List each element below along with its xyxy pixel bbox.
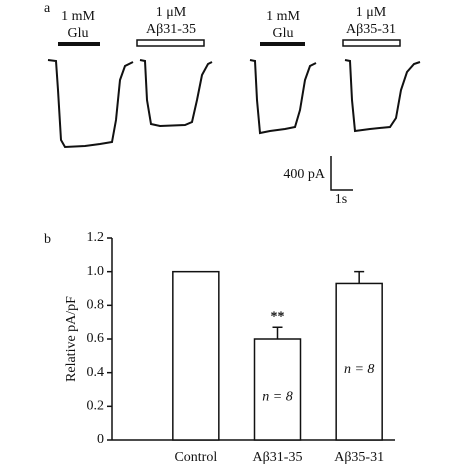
drug: Glu (273, 26, 294, 41)
y-tick-label: 0 (97, 432, 104, 447)
scale-time: 1s (335, 192, 347, 207)
n-label: n = 8 (344, 362, 374, 377)
bar (335, 282, 383, 441)
significance: ** (271, 309, 285, 324)
concentration: 1 μM (156, 5, 187, 20)
error-bar (354, 270, 365, 284)
current-trace (249, 59, 317, 135)
y-tick-label: 0.6 (87, 331, 105, 346)
application-bar (136, 39, 205, 47)
application-bar (342, 39, 401, 47)
concentration: 1 mM (61, 9, 95, 24)
current-trace (139, 59, 213, 128)
n-label: n = 8 (262, 390, 292, 405)
drug: Aβ31-35 (146, 22, 196, 37)
bar (172, 270, 220, 441)
y-tick-label: 0.2 (87, 399, 105, 414)
y-tick-label: 0.4 (87, 365, 105, 380)
drug: Glu (68, 26, 89, 41)
concentration: 1 μM (356, 5, 387, 20)
current-trace (344, 59, 421, 133)
panel-a: a 1 mM Glu 1 μM Aβ31-35 1 mM Glu 1 μM Aβ… (44, 1, 421, 207)
scale-current: 400 pA (283, 167, 326, 182)
error-bar (272, 326, 283, 339)
bar (253, 338, 302, 441)
current-trace (47, 59, 134, 149)
y-tick-label: 1.0 (87, 264, 105, 279)
scale-bar (330, 156, 353, 191)
panel-label: b (44, 232, 51, 247)
x-tick-label: Aβ31-35 (253, 450, 303, 465)
concentration: 1 mM (266, 9, 300, 24)
y-tick-label: 1.2 (87, 230, 105, 245)
y-axis-label: Relative pA/pF (64, 296, 79, 382)
panel-label: a (44, 1, 51, 16)
x-tick-label: Control (174, 450, 217, 465)
drug: Aβ35-31 (346, 22, 396, 37)
x-tick-label: Aβ35-31 (334, 450, 384, 465)
y-tick-label: 0.8 (87, 298, 105, 313)
